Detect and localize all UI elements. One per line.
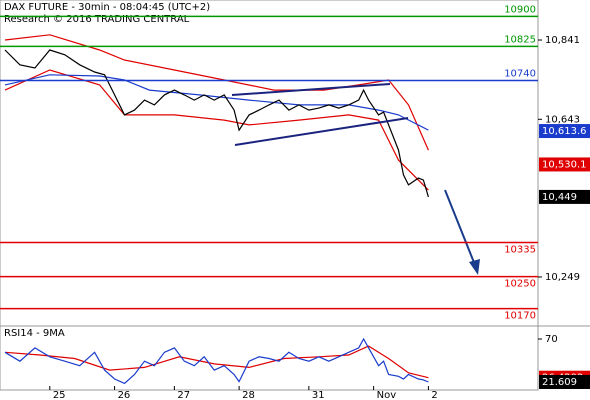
x-tick-label: 26 bbox=[118, 390, 131, 400]
series-line bbox=[4, 337, 429, 385]
level-label: 10825 bbox=[504, 34, 536, 45]
chart-title: DAX FUTURE - 30min - 08:04:45 (UTC+2) bbox=[4, 2, 210, 13]
level-label: 10740 bbox=[504, 68, 536, 79]
plot-frame bbox=[0, 0, 539, 391]
level-label: 10900 bbox=[504, 4, 536, 15]
x-tick-label: 27 bbox=[177, 390, 190, 400]
x-tick-label: 25 bbox=[53, 390, 66, 400]
triangle-lower bbox=[234, 117, 409, 146]
x-tick-label: 28 bbox=[242, 390, 255, 400]
y-tick-label: 10,841 bbox=[545, 35, 580, 46]
series-line bbox=[4, 345, 429, 379]
level-label: 10250 bbox=[504, 279, 536, 290]
price-tag-label: 10,613.6 bbox=[542, 126, 587, 137]
series-line bbox=[4, 49, 429, 198]
price-tag bbox=[539, 124, 590, 139]
price-tag bbox=[539, 157, 590, 172]
y-tick-label: 10,249 bbox=[545, 272, 580, 283]
price-tag bbox=[539, 374, 590, 389]
y-tick-label: 70 bbox=[545, 334, 558, 345]
rsi-title: RSI14 - 9MA bbox=[4, 328, 65, 339]
layers bbox=[4, 34, 429, 385]
triangle-upper bbox=[231, 83, 391, 96]
series-line bbox=[4, 74, 429, 131]
price-tag bbox=[539, 189, 590, 204]
chart-subtitle: Research © 2016 TRADING CENTRAL bbox=[4, 14, 190, 25]
y-tick-label: 10,643 bbox=[545, 114, 580, 125]
x-tick-label: 31 bbox=[312, 390, 325, 400]
level-label: 10335 bbox=[504, 245, 536, 256]
series-line bbox=[4, 69, 429, 191]
arrow-head bbox=[469, 259, 480, 275]
series-line bbox=[4, 34, 429, 151]
x-tick-label: Nov bbox=[377, 390, 397, 400]
price-tag-label: 10,449 bbox=[542, 192, 577, 203]
level-label: 10170 bbox=[504, 311, 536, 322]
forecast-arrow bbox=[444, 189, 476, 266]
x-tick-label: 2 bbox=[431, 390, 437, 400]
price-tag-label: 21.609 bbox=[542, 377, 577, 388]
price-tag-label: 10,530.1 bbox=[542, 159, 587, 170]
